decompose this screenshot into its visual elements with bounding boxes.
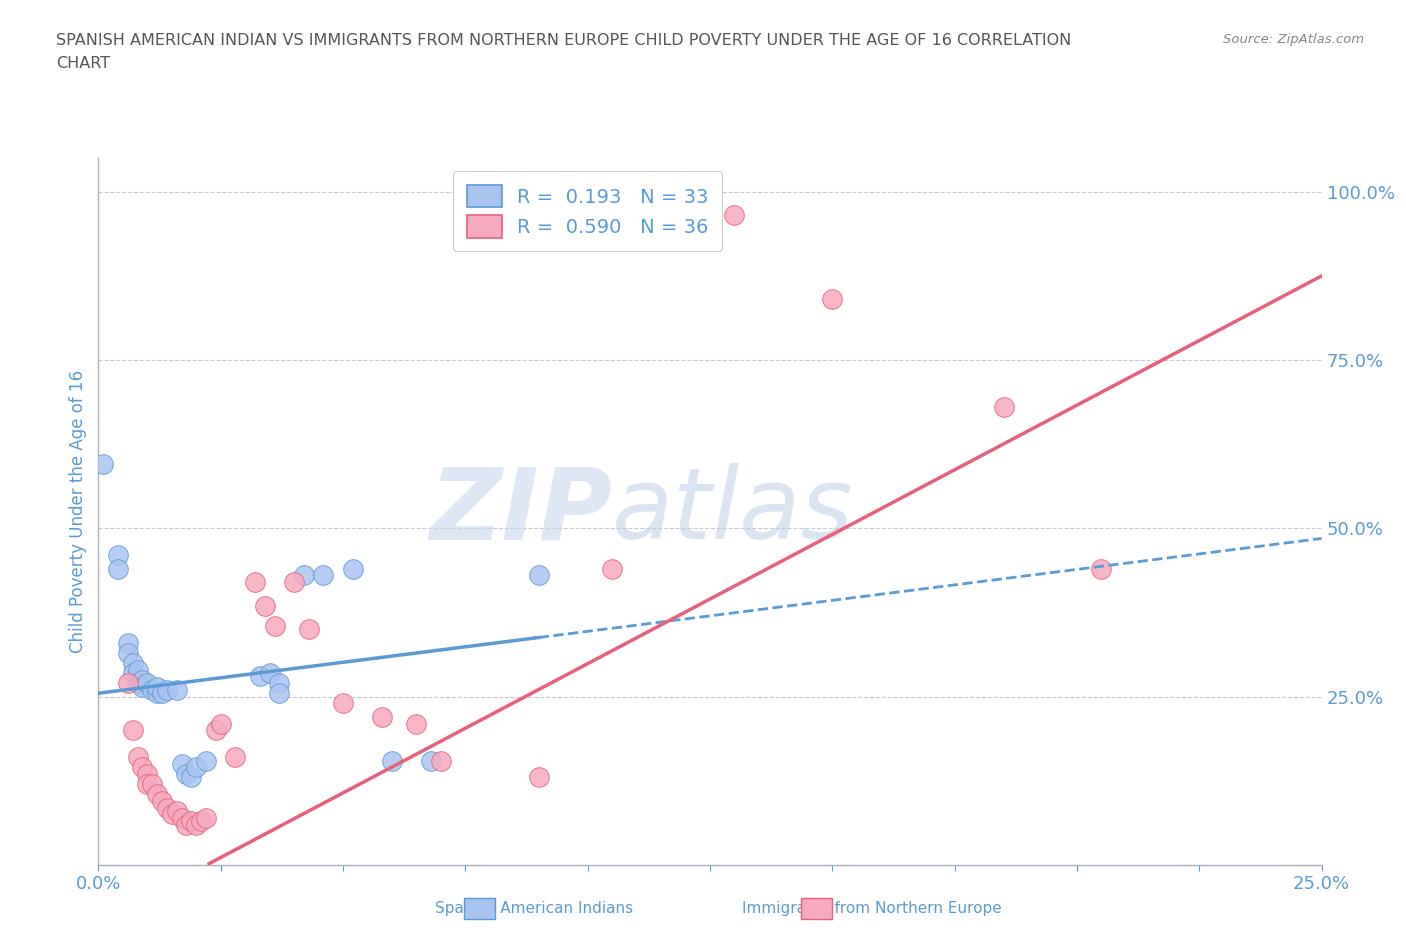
Point: [117, 676, 139, 691]
Point: [723, 208, 745, 223]
Point: [131, 679, 153, 694]
Point: [430, 753, 453, 768]
Point: [190, 814, 212, 829]
Point: [269, 676, 291, 691]
Point: [283, 575, 305, 590]
Point: [993, 400, 1015, 415]
Point: [160, 807, 183, 822]
Point: [195, 810, 218, 825]
Point: [292, 568, 315, 583]
Point: [176, 817, 198, 832]
Point: [381, 753, 404, 768]
Text: SPANISH AMERICAN INDIAN VS IMMIGRANTS FROM NORTHERN EUROPE CHILD POVERTY UNDER T: SPANISH AMERICAN INDIAN VS IMMIGRANTS FR…: [56, 33, 1071, 47]
Point: [405, 716, 427, 731]
Point: [127, 676, 149, 691]
Point: [146, 685, 169, 700]
Point: [527, 770, 550, 785]
Point: [527, 568, 550, 583]
Point: [121, 656, 143, 671]
Text: Source: ZipAtlas.com: Source: ZipAtlas.com: [1223, 33, 1364, 46]
Point: [209, 716, 232, 731]
Point: [312, 568, 335, 583]
Point: [269, 685, 291, 700]
Point: [170, 756, 193, 771]
Point: [127, 750, 149, 764]
Point: [195, 753, 218, 768]
Point: [150, 685, 173, 700]
Point: [136, 777, 159, 791]
Point: [332, 696, 354, 711]
Text: Immigrants from Northern Europe: Immigrants from Northern Europe: [742, 901, 1001, 916]
Point: [91, 457, 114, 472]
Point: [259, 666, 281, 681]
Point: [342, 562, 364, 577]
Point: [600, 562, 623, 577]
Point: [127, 662, 149, 677]
Point: [146, 679, 169, 694]
Point: [146, 787, 169, 802]
Point: [121, 666, 143, 681]
Point: [224, 750, 246, 764]
Point: [263, 618, 285, 633]
Point: [1090, 562, 1112, 577]
Text: CHART: CHART: [56, 56, 110, 71]
Point: [156, 800, 179, 815]
Point: [180, 814, 202, 829]
Point: [243, 575, 266, 590]
Point: [117, 635, 139, 650]
Point: [150, 793, 173, 808]
Point: [156, 683, 179, 698]
Point: [131, 760, 153, 775]
Point: [131, 672, 153, 687]
Text: Spanish American Indians: Spanish American Indians: [436, 901, 633, 916]
Point: [107, 562, 129, 577]
Point: [170, 810, 193, 825]
Point: [136, 676, 159, 691]
Point: [253, 598, 276, 613]
Point: [371, 710, 394, 724]
Point: [121, 723, 143, 737]
Point: [249, 669, 271, 684]
Point: [821, 292, 844, 307]
Point: [186, 760, 208, 775]
Text: ZIP: ZIP: [429, 463, 612, 560]
Point: [141, 683, 163, 698]
Point: [186, 817, 208, 832]
Point: [166, 804, 188, 818]
Point: [180, 770, 202, 785]
Point: [205, 723, 228, 737]
Point: [117, 645, 139, 660]
Point: [141, 777, 163, 791]
Text: atlas: atlas: [612, 463, 853, 560]
Point: [166, 683, 188, 698]
Point: [136, 766, 159, 781]
Point: [107, 548, 129, 563]
Point: [420, 753, 443, 768]
Y-axis label: Child Poverty Under the Age of 16: Child Poverty Under the Age of 16: [69, 370, 87, 653]
Point: [176, 766, 198, 781]
Legend: R =  0.193   N = 33, R =  0.590   N = 36: R = 0.193 N = 33, R = 0.590 N = 36: [453, 171, 723, 251]
Point: [298, 622, 321, 637]
